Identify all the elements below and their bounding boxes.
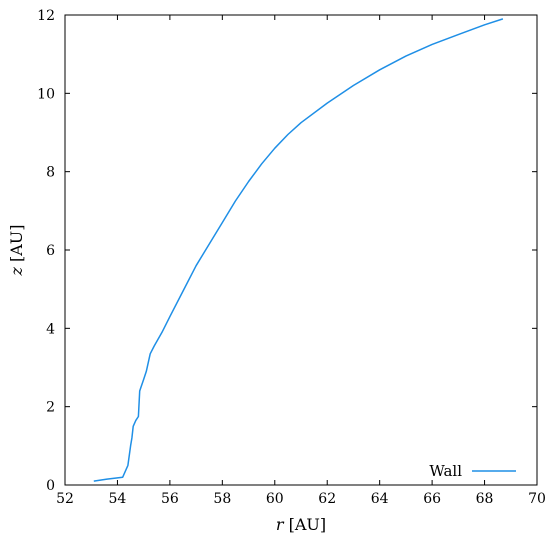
x-tick-label: 66 <box>423 491 441 507</box>
x-tick-label: 54 <box>109 491 127 507</box>
y-tick-label: 8 <box>46 165 55 181</box>
series-line-wall <box>93 18 504 482</box>
x-tick-label: 64 <box>371 491 389 507</box>
y-tick-label: 6 <box>46 243 55 259</box>
x-tick-label: 62 <box>318 491 336 507</box>
x-tick-label: 68 <box>476 491 494 507</box>
legend-label-wall: Wall <box>429 462 462 480</box>
y-axis-title: z [AU] <box>7 224 26 276</box>
x-axis-title: r [AU] <box>276 515 326 534</box>
plot-frame <box>64 14 538 486</box>
y-tick-label: 12 <box>37 8 55 24</box>
y-tick-label: 10 <box>37 86 55 102</box>
x-tick-label: 70 <box>528 491 546 507</box>
x-tick-label: 60 <box>266 491 284 507</box>
series-group <box>93 18 504 482</box>
x-tick-label: 56 <box>161 491 179 507</box>
legend: Wall <box>429 462 516 480</box>
y-tick-label: 0 <box>46 478 55 494</box>
x-tick-label: 58 <box>213 491 231 507</box>
y-tick-label: 2 <box>46 400 55 416</box>
x-tick-label: 52 <box>56 491 74 507</box>
y-tick-label: 4 <box>46 321 55 337</box>
